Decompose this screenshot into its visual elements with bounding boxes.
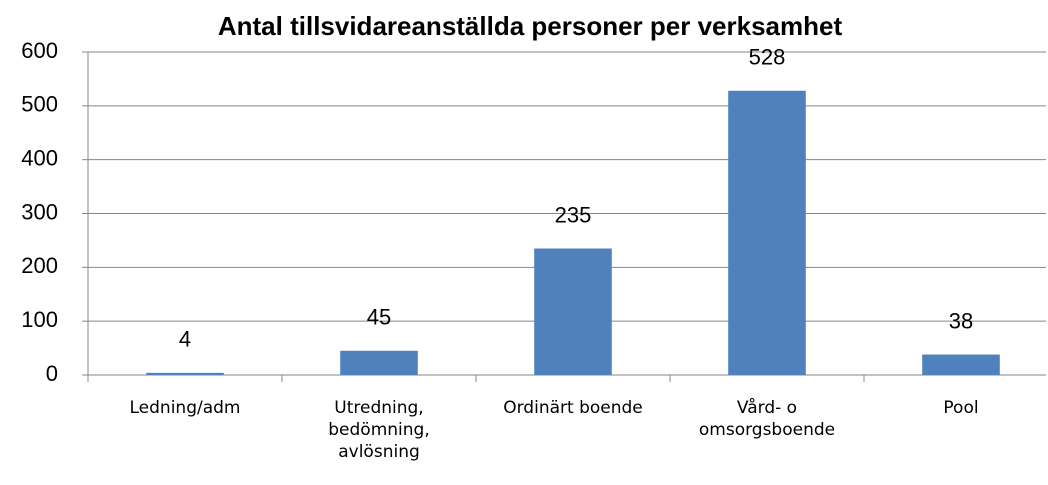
chart-title: Antal tillsvidareanställda personer per … bbox=[218, 11, 843, 41]
y-tick-label: 0 bbox=[46, 361, 58, 386]
x-tick-label: Utredning, bedömning, avlösning bbox=[328, 398, 430, 462]
bar bbox=[728, 90, 806, 375]
y-tick-label: 200 bbox=[21, 253, 58, 278]
x-tick-label: Vård- o omsorgsboende bbox=[698, 398, 836, 440]
x-label-box: Vård- o omsorgsboende bbox=[698, 398, 836, 440]
bar bbox=[146, 372, 224, 375]
data-label: 45 bbox=[367, 305, 391, 330]
y-tick-label: 300 bbox=[21, 199, 58, 224]
bar bbox=[534, 248, 612, 375]
x-label-box: Utredning, bedömning, avlösning bbox=[328, 398, 430, 462]
bar bbox=[922, 354, 1000, 375]
data-label: 38 bbox=[949, 308, 973, 333]
x-tick-label: Pool bbox=[943, 398, 979, 418]
y-tick-label: 500 bbox=[21, 92, 58, 117]
data-label: 528 bbox=[749, 45, 786, 70]
x-tick-label: Ordinärt boende bbox=[503, 398, 643, 418]
y-tick-label: 600 bbox=[21, 38, 58, 63]
data-label: 4 bbox=[179, 327, 191, 352]
y-tick-label: 400 bbox=[21, 145, 58, 170]
x-label-box: Ledning/adm bbox=[129, 398, 241, 418]
data-label: 235 bbox=[555, 202, 592, 227]
x-label-box: Ordinärt boende bbox=[503, 398, 643, 418]
x-tick-label: Ledning/adm bbox=[129, 398, 241, 418]
bar bbox=[340, 350, 418, 375]
y-tick-label: 100 bbox=[21, 307, 58, 332]
x-label-box: Pool bbox=[943, 398, 979, 418]
